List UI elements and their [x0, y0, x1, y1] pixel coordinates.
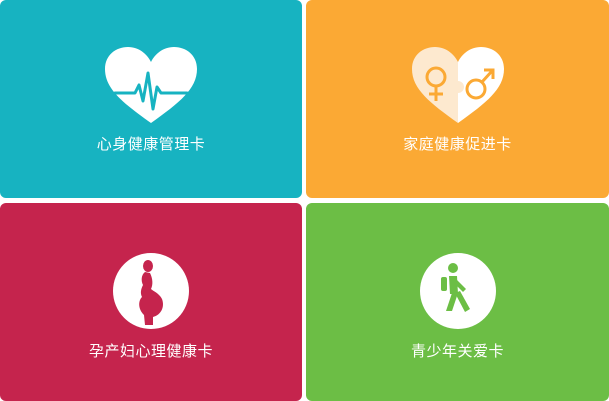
pregnant-woman-icon	[101, 249, 201, 329]
card-youth-care[interactable]: 青少年关爱卡	[306, 203, 609, 401]
heart-gender-icon	[408, 45, 508, 125]
card-label: 孕产妇心理健康卡	[88, 342, 213, 360]
walking-person-icon	[408, 249, 508, 329]
card-label: 家庭健康促进卡	[403, 135, 512, 153]
card-maternal-mental-health[interactable]: 孕产妇心理健康卡	[0, 203, 302, 401]
card-label: 心身健康管理卡	[96, 135, 206, 153]
heart-pulse-icon	[101, 45, 201, 125]
card-family-health[interactable]: 家庭健康促进卡	[306, 0, 609, 198]
card-mind-body-health[interactable]: 心身健康管理卡	[0, 0, 302, 198]
card-label: 青少年关爱卡	[410, 342, 504, 360]
